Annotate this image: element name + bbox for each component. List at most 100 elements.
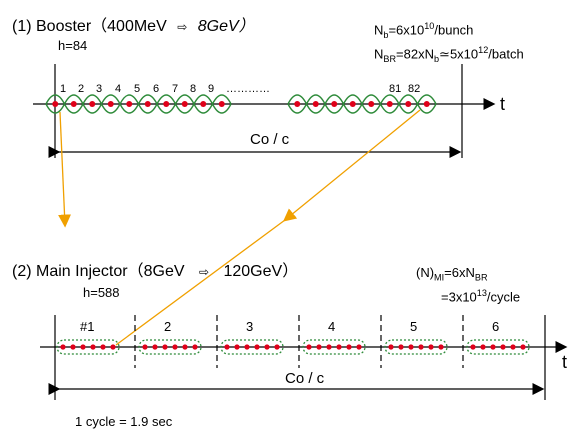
rf-wave-lower bbox=[379, 103, 400, 114]
mi-bunch-dot bbox=[438, 344, 444, 350]
batch-label-2: 2 bbox=[164, 319, 171, 334]
mi-bunch-dot bbox=[274, 344, 280, 350]
rf-wave-upper bbox=[100, 94, 121, 105]
bunch-label-9: 9 bbox=[208, 83, 214, 95]
bunch-dot bbox=[294, 101, 301, 107]
rf-wave-lower bbox=[156, 103, 177, 114]
mi-bunch-dot bbox=[80, 344, 86, 350]
rf-wave-lower bbox=[324, 103, 345, 114]
mi-bunch-dot bbox=[418, 344, 424, 350]
mi-bunch-dot bbox=[520, 344, 526, 350]
mi-bunch-dot bbox=[264, 344, 270, 350]
mi-harmonic: h=588 bbox=[83, 285, 120, 300]
bunch-dot bbox=[331, 101, 338, 107]
batch-label-1: #1 bbox=[80, 319, 94, 334]
mi-batch-outline bbox=[138, 339, 202, 355]
mi-bunch-dot bbox=[510, 344, 516, 350]
rf-wave-lower bbox=[119, 103, 140, 114]
mi-batch-outline bbox=[384, 339, 448, 355]
bunch-dot bbox=[144, 101, 151, 107]
bunch-dot bbox=[89, 101, 96, 107]
booster-title: (1) Booster（400MeV ⇨ 8GeV） bbox=[12, 12, 255, 36]
rf-wave-lower bbox=[82, 103, 103, 114]
mi-batch-outline bbox=[302, 339, 366, 355]
transfer-arrow-82 bbox=[282, 109, 421, 222]
bunch-label-6: 6 bbox=[153, 83, 159, 95]
booster-label-ellipsis: ………… bbox=[226, 83, 270, 95]
bunch-dot bbox=[218, 101, 225, 107]
mi-bunch-dot bbox=[254, 344, 260, 350]
booster-harmonic: h=84 bbox=[58, 38, 88, 53]
rf-wave-lower bbox=[342, 103, 363, 114]
bunch-label-7: 7 bbox=[172, 83, 178, 95]
mi-batch-separators bbox=[134, 315, 464, 368]
mi-n-label: (N)MI=6xNBR bbox=[416, 265, 488, 283]
mi-bunch-dot bbox=[398, 344, 404, 350]
booster-title-suffix: 8GeV） bbox=[197, 18, 255, 35]
rf-wave-upper bbox=[63, 94, 84, 105]
mi-bunch-dot bbox=[60, 344, 66, 350]
mi-batches bbox=[56, 339, 530, 355]
mi-bunch-dot bbox=[192, 344, 198, 350]
rf-wave-upper bbox=[416, 94, 437, 105]
rf-wave-lower bbox=[305, 103, 326, 114]
transfer-arrow-first bbox=[58, 111, 72, 228]
booster-nbr-label: NBR=82xNb≃5x1012/batch bbox=[374, 45, 524, 64]
mi-n-value: =3x1013/cycle bbox=[441, 288, 521, 305]
rf-wave-lower bbox=[398, 103, 419, 114]
mi-bunch-dot bbox=[224, 344, 230, 350]
rf-wave-upper bbox=[193, 94, 214, 105]
mi-bunch-dot bbox=[326, 344, 332, 350]
cycle-label: 1 cycle = 1.9 sec bbox=[75, 414, 173, 429]
rf-wave-upper bbox=[156, 94, 177, 105]
bunch-dot bbox=[200, 101, 207, 107]
mi-bunch-dot bbox=[346, 344, 352, 350]
mi-bunch-dot bbox=[182, 344, 188, 350]
rf-wave-upper bbox=[324, 94, 345, 105]
mi-bunch-dot bbox=[172, 344, 178, 350]
bunch-dot bbox=[386, 101, 393, 107]
rf-wave-lower bbox=[137, 103, 158, 114]
bunch-dot bbox=[126, 101, 133, 107]
bunch-label-4: 4 bbox=[115, 83, 121, 95]
mi-bunch-dot bbox=[500, 344, 506, 350]
booster-title-prefix: (1) Booster（400MeV bbox=[12, 18, 167, 35]
booster-bunch-labels: 1 2 3 4 5 6 7 8 9 ………… 81 82 bbox=[60, 83, 420, 95]
batch-label-3: 3 bbox=[246, 319, 253, 334]
mi-batch-outline bbox=[466, 339, 530, 355]
rf-wave-upper bbox=[398, 94, 419, 105]
mi-batch-outline bbox=[56, 339, 120, 355]
bunch-label-1: 1 bbox=[60, 83, 66, 95]
bunch-dot bbox=[181, 101, 188, 107]
mi-bunch-dot bbox=[470, 344, 476, 350]
mi-bunch-dot bbox=[428, 344, 434, 350]
rf-wave-lower bbox=[361, 103, 382, 114]
rf-wave-upper bbox=[137, 94, 158, 105]
booster-rf-waves bbox=[45, 94, 437, 114]
bunch-label-5: 5 bbox=[134, 83, 140, 95]
bunch-label-81: 81 bbox=[389, 83, 401, 95]
rf-wave-upper bbox=[45, 94, 66, 105]
rf-wave-lower bbox=[63, 103, 84, 114]
rf-wave-lower bbox=[416, 103, 437, 114]
mi-bunch-dot bbox=[388, 344, 394, 350]
mi-bunch-dot bbox=[152, 344, 158, 350]
bunch-dot bbox=[52, 101, 59, 107]
mi-bunch-dot bbox=[316, 344, 322, 350]
rf-wave-lower bbox=[193, 103, 214, 114]
rf-wave-upper bbox=[174, 94, 195, 105]
rf-wave-lower bbox=[174, 103, 195, 114]
booster-nb-label: Nb=6x1010/bunch bbox=[374, 21, 474, 40]
bunch-dot bbox=[405, 101, 412, 107]
booster-title-arrow-icon: ⇨ bbox=[177, 20, 188, 34]
booster-bunches bbox=[52, 101, 430, 107]
mi-period-label: Co / c bbox=[285, 370, 325, 387]
mi-batch-outline bbox=[220, 339, 284, 355]
mi-bunch-dot bbox=[90, 344, 96, 350]
bunch-label-82: 82 bbox=[408, 83, 420, 95]
booster-period-label: Co / c bbox=[250, 131, 290, 148]
mi-bunch-dot bbox=[234, 344, 240, 350]
mi-bunch-dot bbox=[356, 344, 362, 350]
mi-title-suffix: 120GeV） bbox=[223, 263, 299, 280]
